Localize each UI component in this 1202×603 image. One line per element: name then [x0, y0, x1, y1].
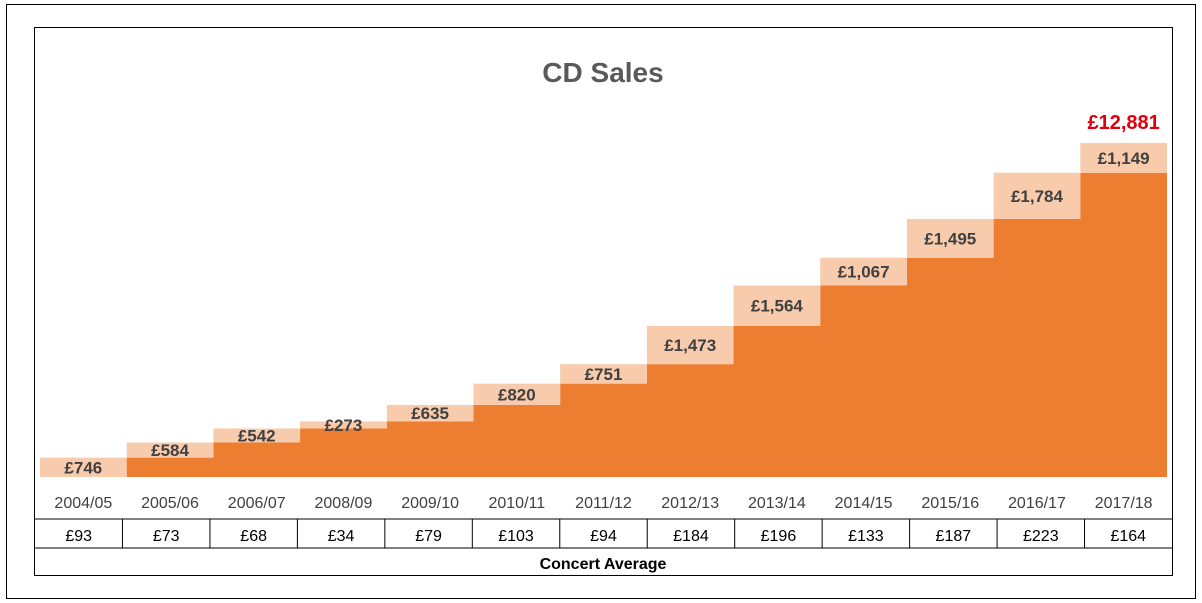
concert-average-value: £94 — [590, 528, 617, 545]
category-labels: 2004/05 2005/06 2006/07 2008/09 2009/10 2010/… — [54, 495, 1152, 512]
total-label: £12,881 — [1088, 112, 1160, 134]
step-value-labels: £746 £584 £542 £273 £635 £820 £751 £1,473 £1,564… — [64, 149, 1149, 477]
step-value-label: £1,495 — [924, 229, 976, 248]
step-increment — [906, 218, 994, 258]
concert-average-value: £184 — [673, 528, 709, 545]
chart-title: CD Sales — [542, 57, 663, 88]
concert-average-value: £164 — [1110, 528, 1146, 545]
step-value-label: £635 — [411, 404, 449, 423]
category-label: 2017/18 — [1095, 495, 1153, 512]
step-value-label: £820 — [498, 385, 536, 404]
concert-average-value: £196 — [761, 528, 797, 545]
category-label: 2016/17 — [1008, 495, 1066, 512]
concert-average-value: £68 — [240, 528, 267, 545]
concert-average-value: £79 — [415, 528, 442, 545]
category-label: 2009/10 — [401, 495, 459, 512]
category-label: 2004/05 — [54, 495, 112, 512]
concert-average-value: £223 — [1023, 528, 1059, 545]
step-value-label: £1,067 — [838, 263, 890, 282]
step-increment — [646, 325, 734, 365]
step-value-label: £1,564 — [751, 297, 804, 316]
category-label: 2013/14 — [748, 495, 806, 512]
step-value-label: £1,473 — [664, 336, 716, 355]
category-label: 2005/06 — [141, 495, 199, 512]
concert-average-value: £73 — [153, 528, 180, 545]
step-value-label: £542 — [238, 426, 276, 445]
step-increment — [820, 257, 907, 286]
step-value-label: £751 — [585, 365, 623, 384]
concert-average-table: £93 £73 £68 £34 £79 £103 £94 £184 £196 £133 £187 £2… — [35, 518, 1172, 549]
step-increment — [386, 404, 474, 422]
cumulative-area — [40, 172, 1167, 477]
concert-average-value: £34 — [328, 528, 355, 545]
category-label: 2010/11 — [488, 495, 545, 512]
step-increment — [733, 285, 821, 326]
step-increment — [300, 421, 387, 429]
step-value-label: £273 — [325, 416, 363, 435]
step-increments — [40, 142, 1167, 477]
step-increment — [1080, 142, 1167, 173]
step-increment — [213, 428, 301, 443]
concert-average-value: £133 — [848, 528, 884, 545]
step-value-label: £746 — [64, 458, 102, 477]
step-increment — [560, 364, 647, 384]
concert-average-value: £187 — [936, 528, 972, 545]
step-increment — [993, 172, 1081, 219]
step-increment — [473, 383, 561, 405]
step-increment — [126, 442, 214, 458]
step-value-label: £1,149 — [1098, 149, 1150, 168]
concert-average-value: £103 — [498, 528, 534, 545]
step-increment — [40, 457, 127, 477]
category-label: 2015/16 — [921, 495, 979, 512]
concert-average-title: Concert Average — [540, 556, 667, 573]
step-value-label: £584 — [151, 441, 189, 460]
category-label: 2008/09 — [315, 495, 373, 512]
category-label: 2012/13 — [661, 495, 719, 512]
step-value-label: £1,784 — [1011, 187, 1064, 206]
category-label: 2006/07 — [228, 495, 286, 512]
concert-average-value: £93 — [65, 528, 92, 545]
category-label: 2014/15 — [835, 495, 893, 512]
category-label: 2011/12 — [575, 495, 632, 512]
